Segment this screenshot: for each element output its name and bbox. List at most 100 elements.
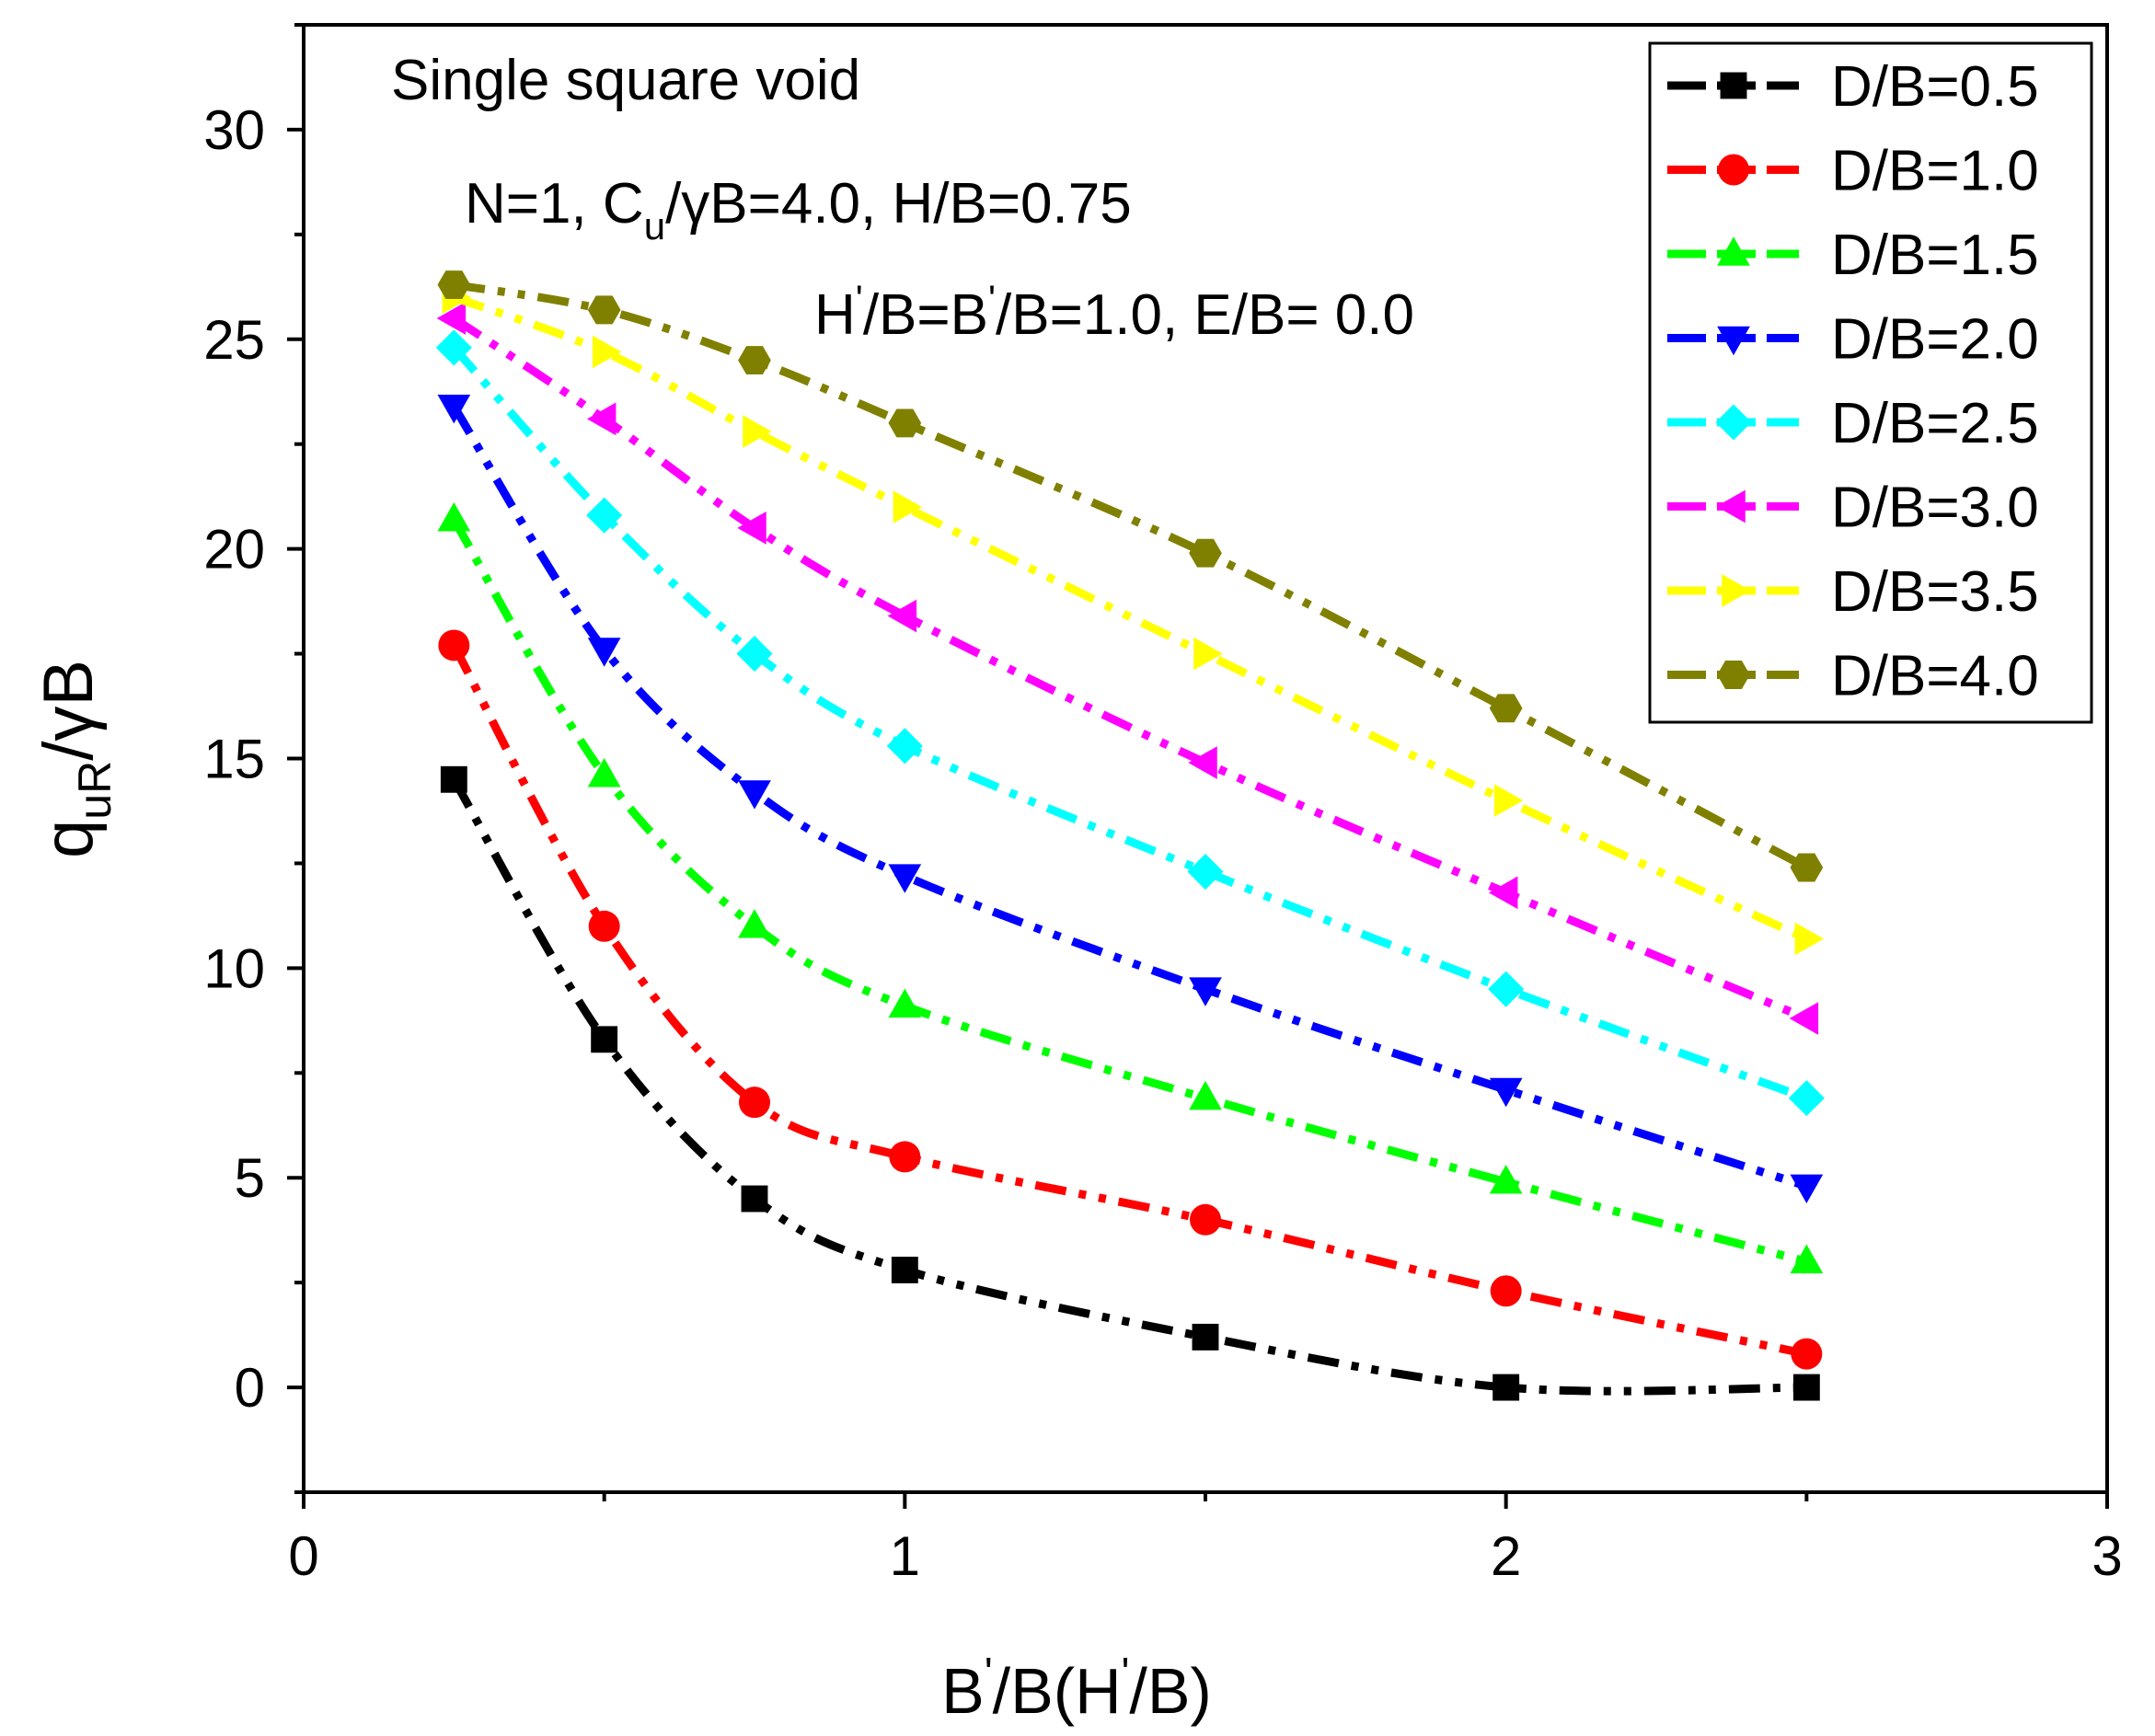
legend-entry: D/B=3.0 [1667,477,2039,540]
data-point [738,346,771,375]
data-point [889,1141,921,1173]
x-axis-label-main: B [941,1655,985,1727]
legend-entry: D/B=2.0 [1667,308,2039,372]
annotation-geometry-a: H [814,283,856,347]
legend-marker [1715,404,1752,441]
annotation-params-sub: u [644,204,665,247]
data-point [1493,784,1524,817]
y-axis-label-tail: /γB [29,660,108,761]
annotation-params-a: N=1, C [465,172,644,236]
legend-label: D/B=2.0 [1831,308,2039,372]
data-point [587,295,621,325]
y-axis-label-main: q [29,820,108,858]
data-point [592,335,622,369]
series-D/B=1.5 [437,502,1824,1274]
data-point [1189,977,1222,1006]
legend-label: D/B=1.5 [1831,224,2039,287]
legend-marker [1716,489,1746,523]
x-axis-label-mid: /B(H [993,1655,1122,1727]
legend-marker [1722,574,1751,607]
annotation-geometry-c: /B=1.0, E/B= 0.0 [996,283,1414,347]
data-point [888,988,922,1018]
legend-entry: D/B=3.5 [1667,560,2039,624]
data-point [886,728,923,765]
data-point [1192,1323,1219,1351]
data-point [887,599,917,633]
legend-label: D/B=3.0 [1831,477,2039,540]
series-D/B=2.5 [435,329,1825,1117]
x-tick-label: 3 [2092,1525,2122,1587]
data-point [587,638,621,667]
legend-label: D/B=2.5 [1831,392,2039,455]
series-D/B=2.0 [437,394,1824,1204]
data-point [1189,538,1222,568]
data-point [1790,1244,1824,1274]
data-point [1490,1275,1522,1307]
y-tick-label: 30 [203,99,265,161]
data-point [1489,694,1523,723]
legend-entry: D/B=0.5 [1667,55,2039,119]
data-point [438,629,470,661]
data-point [893,490,923,523]
legend-entry: D/B=1.0 [1667,140,2039,203]
annotation-geometry: H'/B=B'/B=1.0, E/B= 0.0 [814,277,1414,347]
y-tick-label: 15 [203,729,265,790]
legend-label: D/B=3.5 [1831,560,2039,624]
data-point [1794,922,1825,956]
series-line [450,344,1808,1102]
data-point [440,765,467,793]
data-point [1488,876,1518,910]
series-D/B=3.0 [436,302,1819,1035]
data-point [586,402,617,436]
y-tick-label: 25 [203,309,265,371]
legend-marker [1720,72,1747,99]
legend-marker [1717,326,1750,356]
data-point [1791,1338,1823,1370]
data-point [437,270,471,300]
legend-entry: D/B=2.5 [1667,392,2039,455]
annotation-params: N=1, Cu/γB=4.0, H/B=0.75 [465,172,1132,247]
series-D/B=4.0 [437,270,1824,882]
annotation-geometry-sup2: ' [988,277,996,320]
data-point [591,1026,618,1053]
data-point [1488,971,1525,1007]
data-point [738,909,771,938]
data-point [1788,1080,1825,1117]
data-point [1789,1002,1819,1035]
series-D/B=3.5 [442,281,1825,956]
data-point [1193,637,1223,671]
data-point [737,512,766,545]
y-tick-label: 0 [235,1357,265,1419]
series-layer [435,270,1825,1401]
series-D/B=1.0 [438,629,1823,1370]
x-axis-label: B'/B(H'/B) [941,1649,1212,1727]
data-point [1188,746,1217,779]
x-tick-label: 2 [1491,1525,1521,1587]
series-line [452,293,1809,943]
x-tick-label: 1 [890,1525,920,1587]
legend-entry: D/B=4.0 [1667,645,2039,708]
data-point [1792,1374,1820,1401]
data-point [437,502,471,532]
y-tick-label: 20 [203,519,265,581]
data-point [739,1086,770,1119]
legend-label: D/B=0.5 [1831,55,2039,119]
y-tick-label: 10 [203,937,265,999]
data-point [736,636,773,673]
x-axis-label-sup1: ' [985,1649,993,1696]
data-point [1190,1203,1221,1236]
legend-label: D/B=1.0 [1831,140,2039,203]
data-point [1489,1165,1523,1194]
data-point [891,1257,918,1283]
data-point [738,780,771,810]
data-point [586,497,623,534]
legend-box [1648,41,2093,724]
legend-marker [1717,661,1750,689]
y-axis-label-sub: uR [69,761,121,820]
data-point [1790,1174,1824,1204]
data-point [436,302,467,335]
data-point [1187,853,1224,891]
series-line [450,777,1807,1396]
